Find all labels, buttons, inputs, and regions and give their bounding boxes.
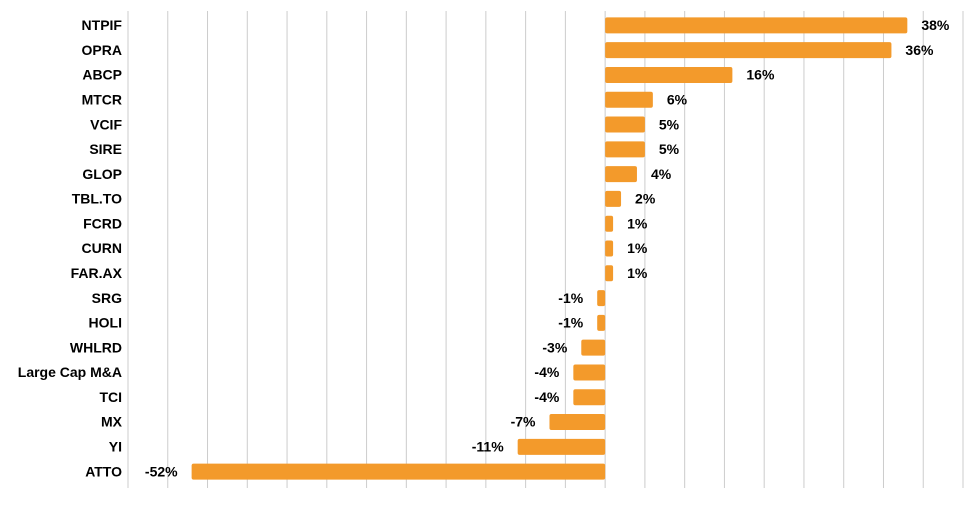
bar <box>605 240 614 257</box>
y-tick-label: CURN <box>82 240 122 256</box>
bar <box>573 364 606 381</box>
bar <box>605 116 645 133</box>
value-label: -11% <box>472 439 504 455</box>
y-tick-label: SRG <box>92 290 122 306</box>
value-label: -52% <box>145 463 178 479</box>
y-tick-label: MTCR <box>82 91 122 107</box>
bar <box>605 42 892 59</box>
value-label: 5% <box>659 141 680 157</box>
y-tick-label: GLOP <box>82 166 122 182</box>
value-label: 38% <box>921 17 950 33</box>
y-tick-label: TCI <box>99 389 122 405</box>
bar <box>605 190 622 207</box>
y-tick-label: HOLI <box>89 315 122 331</box>
y-tick-label: MX <box>101 414 123 430</box>
bar <box>605 66 733 83</box>
bar <box>605 166 637 183</box>
bar <box>191 463 606 480</box>
bar <box>581 339 606 356</box>
bar <box>517 438 606 455</box>
value-label: 6% <box>667 91 688 107</box>
y-tick-label: VCIF <box>90 116 122 132</box>
value-label: 2% <box>635 191 656 207</box>
value-label: -4% <box>534 364 559 380</box>
value-label: 1% <box>627 240 648 256</box>
bar <box>605 265 614 282</box>
value-label: 16% <box>746 67 775 83</box>
value-label: -4% <box>534 389 559 405</box>
y-tick-label: YI <box>109 439 122 455</box>
value-label: 4% <box>651 166 672 182</box>
y-tick-label: TBL.TO <box>72 191 122 207</box>
value-label: 1% <box>627 265 648 281</box>
y-tick-label: NTPIF <box>82 17 123 33</box>
value-label: -1% <box>558 315 583 331</box>
bar <box>549 414 606 431</box>
y-tick-label: FCRD <box>83 215 122 231</box>
value-label: -1% <box>558 290 583 306</box>
bar <box>605 215 614 232</box>
y-tick-label: ATTO <box>85 463 122 479</box>
y-tick-label: FAR.AX <box>71 265 123 281</box>
bar <box>605 91 653 108</box>
bar <box>597 290 606 307</box>
bar <box>573 389 606 406</box>
value-label: 1% <box>627 215 648 231</box>
value-label: -3% <box>542 339 567 355</box>
y-tick-label: Large Cap M&A <box>18 364 122 380</box>
y-tick-label: ABCP <box>82 67 122 83</box>
value-label: 5% <box>659 116 680 132</box>
bar <box>605 17 908 34</box>
bar <box>597 314 606 331</box>
bar <box>605 141 645 158</box>
value-label: 36% <box>905 42 934 58</box>
y-tick-label: WHLRD <box>70 339 122 355</box>
value-label: -7% <box>511 414 536 430</box>
y-tick-label: OPRA <box>82 42 122 58</box>
y-tick-label: SIRE <box>89 141 122 157</box>
